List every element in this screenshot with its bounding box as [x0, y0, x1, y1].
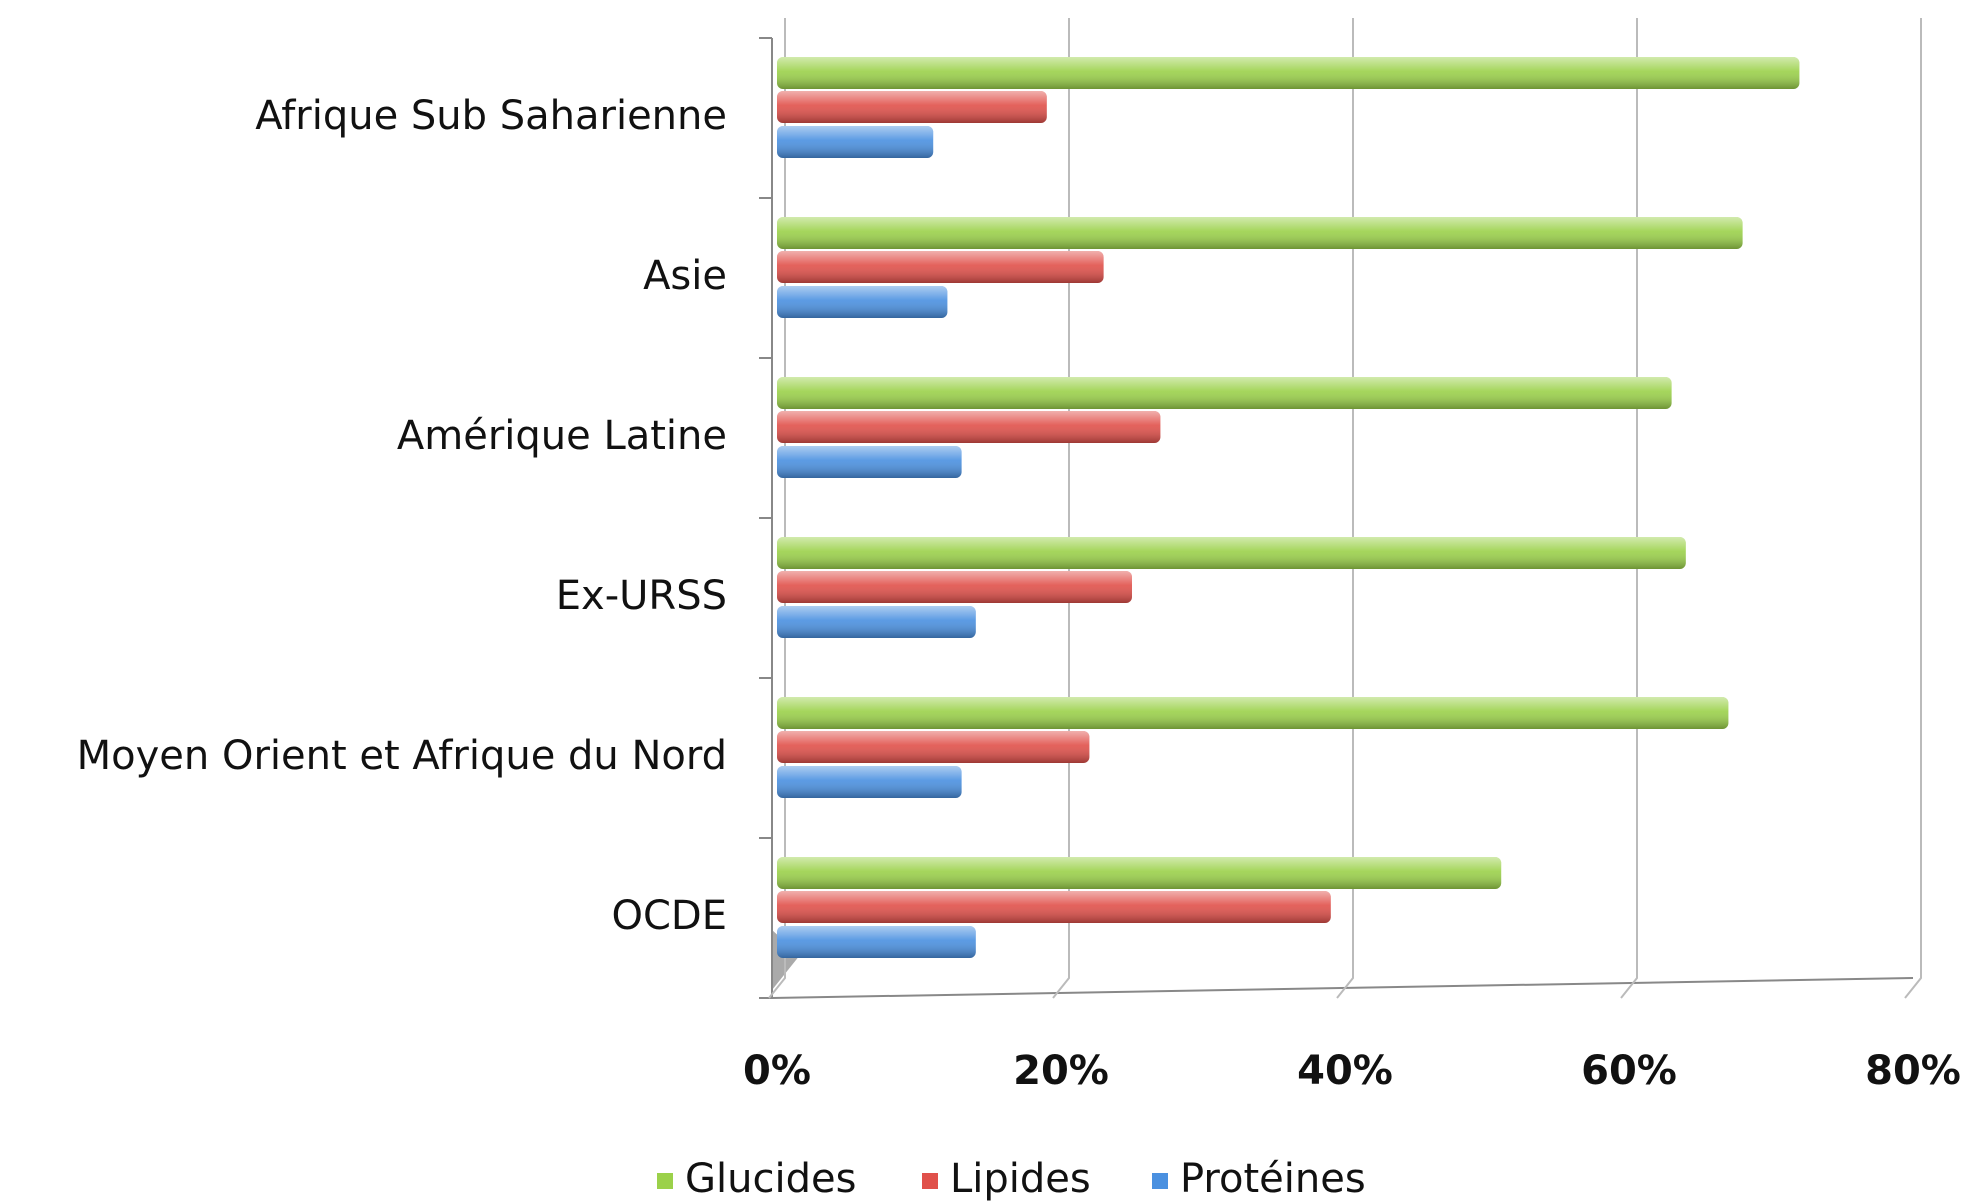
- bar-shine: [777, 857, 1502, 889]
- bar-shine: [777, 766, 962, 798]
- grid-line: [1052, 18, 1070, 999]
- x-axis: [771, 977, 1914, 999]
- bar-shine: [777, 731, 1090, 763]
- bar-shine: [777, 571, 1132, 603]
- legend-label: Lipides: [950, 1156, 1091, 1202]
- bar-shine: [777, 217, 1743, 249]
- x-tick-label: 80%: [1865, 1048, 1961, 1094]
- y-tick-label: OCDE: [612, 893, 728, 939]
- y-tick-label: Amérique Latine: [397, 413, 727, 459]
- legend-label: Protéines: [1180, 1156, 1366, 1202]
- x-tick-label: 40%: [1297, 1048, 1393, 1094]
- legend-swatch: [1152, 1173, 1168, 1189]
- bar-shine: [777, 891, 1331, 923]
- bar-shine: [777, 926, 976, 958]
- grid-line: [1620, 18, 1638, 999]
- grid-line: [768, 18, 786, 999]
- bar-shine: [777, 126, 934, 158]
- legend-swatch: [657, 1173, 673, 1189]
- bar-shine: [777, 697, 1729, 729]
- bar-shine: [777, 606, 976, 638]
- y-tick-label: Moyen Orient et Afrique du Nord: [77, 733, 727, 779]
- bar-shine: [777, 91, 1047, 123]
- bar-shine: [777, 446, 962, 478]
- bar-shine: [777, 251, 1104, 283]
- y-tick-label: Asie: [643, 253, 727, 299]
- x-tick-label: 20%: [1013, 1048, 1109, 1094]
- bar-shine: [777, 286, 948, 318]
- x-tick-label: 60%: [1581, 1048, 1677, 1094]
- bar-shine: [777, 57, 1800, 89]
- bar-shine: [777, 411, 1161, 443]
- bar-shine: [777, 377, 1672, 409]
- y-tick-label: Ex-URSS: [556, 573, 727, 619]
- legend-swatch: [922, 1173, 938, 1189]
- legend-label: Glucides: [685, 1156, 856, 1202]
- x-tick-label: 0%: [743, 1048, 811, 1094]
- grid-line: [1336, 18, 1354, 999]
- bar-shine: [777, 537, 1686, 569]
- grid-line: [1904, 18, 1922, 999]
- y-tick-label: Afrique Sub Saharienne: [255, 93, 727, 139]
